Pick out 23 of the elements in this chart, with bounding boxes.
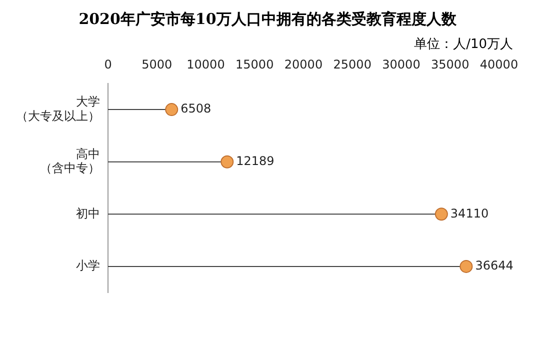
text: 单位：人/10万人 <box>413 36 513 53</box>
y-tick-label: 大学（大专及以上） <box>16 94 100 123</box>
point <box>460 260 473 273</box>
x-tick-label: 35000 <box>431 57 470 72</box>
data-label: 12189 <box>236 154 274 168</box>
x-tick-label: 25000 <box>333 57 372 72</box>
data-label: 36644 <box>475 258 514 273</box>
point <box>220 155 234 168</box>
data-label: 34110 <box>450 206 489 220</box>
x-tick-label: 40000 <box>480 57 518 72</box>
y-tick-label: 初中 <box>76 206 100 220</box>
y-tick-label: 小学 <box>76 258 100 273</box>
chart-title: 2020年广安市每10万人口中拥有的各类受教育程度人数 <box>78 10 458 29</box>
point <box>165 103 178 116</box>
data-label: 6508 <box>180 102 212 116</box>
x-tick-label: 10000 <box>186 57 225 72</box>
x-tick-label: 15000 <box>236 57 274 72</box>
y-tick-label: 高中（含中专） <box>40 146 100 176</box>
x-tick-label: 20000 <box>284 57 323 72</box>
x-tick-label: 30000 <box>382 57 420 72</box>
point <box>434 208 448 221</box>
x-tick-label: 5000 <box>142 57 172 72</box>
x-tick-label: 0 <box>104 57 112 72</box>
